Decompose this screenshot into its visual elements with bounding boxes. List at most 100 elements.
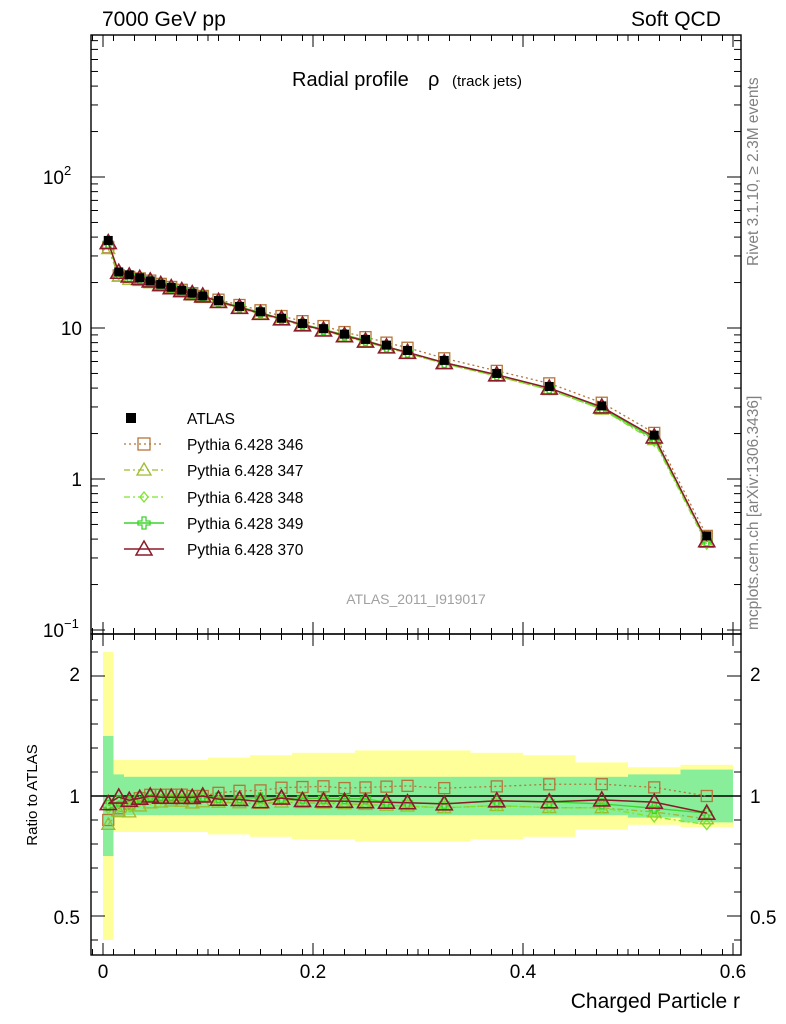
series-point bbox=[438, 798, 450, 810]
data-point bbox=[103, 235, 113, 245]
data-point bbox=[649, 430, 659, 440]
y-tick-label: 1 bbox=[69, 787, 80, 808]
legend-label: Pythia 6.428 349 bbox=[187, 515, 304, 533]
data-point bbox=[214, 296, 223, 306]
data-point bbox=[361, 334, 370, 344]
data-point bbox=[145, 276, 155, 286]
series-point bbox=[182, 787, 202, 805]
series-point bbox=[172, 787, 192, 805]
y-tick-label: 10 bbox=[61, 319, 82, 340]
series-point bbox=[649, 810, 660, 823]
data-point bbox=[177, 285, 187, 295]
data-point bbox=[166, 282, 176, 292]
series-point bbox=[230, 789, 249, 807]
rivet-version-label: Rivet 3.1.10, ≥ 2.3M events bbox=[745, 77, 762, 266]
series-point bbox=[339, 797, 350, 810]
series-point bbox=[209, 789, 228, 806]
x-tick-label: 0.4 bbox=[510, 962, 537, 983]
data-point bbox=[439, 355, 449, 365]
y-ticks-main bbox=[91, 40, 741, 631]
data-point bbox=[256, 307, 265, 317]
ratio-axis-label: Ratio to ATLAS bbox=[24, 744, 41, 845]
chart-title: Radial profile bbox=[292, 69, 409, 91]
series-point bbox=[438, 781, 451, 795]
process-label: Soft QCD bbox=[631, 8, 721, 31]
data-point bbox=[277, 313, 286, 323]
series-line bbox=[107, 247, 708, 537]
x-tick-label: 0.6 bbox=[720, 962, 746, 983]
y-tick-label: 2 bbox=[69, 665, 80, 686]
series-point bbox=[111, 803, 127, 817]
y-tick-label-right: 2 bbox=[750, 665, 761, 686]
series-point bbox=[701, 818, 712, 831]
data-point bbox=[702, 531, 712, 541]
series-point bbox=[151, 787, 171, 805]
y-tick-label: 1 bbox=[71, 470, 82, 491]
energy-label: 7000 GeV pp bbox=[102, 8, 226, 31]
series-point bbox=[380, 796, 393, 808]
legend-label: Pythia 6.428 346 bbox=[187, 437, 304, 455]
legend-label: Pythia 6.428 348 bbox=[187, 489, 304, 507]
analysis-tag: ATLAS_2011_I919017 bbox=[346, 591, 486, 607]
chart-title-suffix: (track jets) bbox=[452, 73, 522, 90]
data-point bbox=[135, 273, 145, 283]
x-ticks bbox=[92, 35, 734, 955]
y-tick-label: 0.5 bbox=[54, 908, 80, 929]
series-point bbox=[109, 787, 129, 804]
data-points bbox=[103, 235, 712, 541]
series-point bbox=[293, 790, 312, 808]
x-tick-label: 0 bbox=[98, 962, 109, 983]
series-point bbox=[212, 786, 225, 799]
data-point bbox=[298, 319, 307, 329]
series-point bbox=[701, 807, 713, 819]
data-point bbox=[492, 368, 502, 378]
data-point bbox=[544, 381, 554, 391]
series-point bbox=[360, 798, 371, 811]
data-point bbox=[235, 301, 244, 311]
y-tick-label-right: 1 bbox=[750, 787, 761, 808]
data-point bbox=[319, 324, 328, 334]
x-tick-label: 0.2 bbox=[300, 962, 326, 983]
series-ratio-line bbox=[107, 783, 707, 821]
data-point bbox=[198, 291, 208, 301]
series-ratio-line bbox=[107, 795, 707, 814]
series-point bbox=[543, 778, 556, 791]
series-point bbox=[134, 795, 145, 808]
series-point bbox=[356, 792, 375, 809]
series-point bbox=[335, 791, 354, 809]
y-tick-label: 10 bbox=[43, 621, 64, 642]
chart-title-symbol: ρ bbox=[428, 69, 439, 91]
series-point bbox=[380, 780, 393, 793]
data-point bbox=[114, 267, 124, 277]
series-point bbox=[401, 779, 414, 793]
legend-label: ATLAS bbox=[187, 411, 235, 428]
series-point bbox=[161, 787, 181, 805]
series-point bbox=[130, 788, 150, 806]
series-point bbox=[699, 811, 715, 825]
series-point bbox=[275, 792, 288, 804]
data-point bbox=[124, 270, 134, 280]
series-2 bbox=[100, 240, 715, 830]
mcplots-label: mcplots.cern.ch [arXiv:1306.3436] bbox=[745, 395, 762, 630]
data-point bbox=[156, 279, 166, 289]
data-point bbox=[403, 345, 412, 355]
series-point bbox=[544, 801, 555, 814]
series-point bbox=[700, 789, 713, 803]
legend-label: Pythia 6.428 347 bbox=[187, 463, 304, 481]
series-point bbox=[434, 794, 454, 811]
series-point bbox=[251, 792, 270, 809]
data-point bbox=[382, 340, 391, 350]
y-tick-exponent: −1 bbox=[64, 616, 79, 631]
series-point bbox=[377, 792, 396, 810]
y-tick-exponent: 2 bbox=[64, 163, 71, 178]
y-tick-label-right: 0.5 bbox=[750, 908, 776, 929]
series-point bbox=[272, 788, 291, 805]
series-point bbox=[491, 799, 502, 812]
series-point bbox=[697, 803, 717, 820]
series-point bbox=[314, 791, 333, 808]
data-point bbox=[340, 329, 349, 339]
series-point bbox=[644, 792, 664, 809]
y-tick-label: 10 bbox=[43, 168, 64, 189]
series-point bbox=[648, 802, 660, 814]
